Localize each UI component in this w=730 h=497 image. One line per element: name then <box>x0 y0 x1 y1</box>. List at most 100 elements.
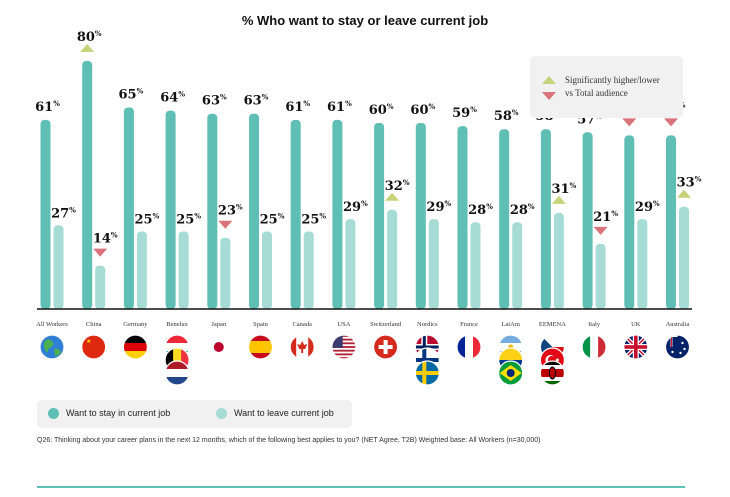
footnote: Q26: Thinking about your career plans in… <box>37 437 541 444</box>
category-label: EEMENA <box>539 321 566 328</box>
bar-stay <box>249 113 259 309</box>
bar-leave <box>595 243 606 309</box>
brazil-flag-icon <box>498 360 524 386</box>
value-label-stay: 80% <box>77 29 102 45</box>
value-label-stay: 63% <box>244 93 269 109</box>
spain-flag-icon <box>247 334 274 360</box>
bar-stay <box>415 123 426 309</box>
bar-leave <box>387 209 398 309</box>
bar-leave <box>553 212 564 309</box>
divider <box>37 486 685 488</box>
globe-icon <box>39 334 65 360</box>
bar-leave <box>53 225 64 309</box>
kenya-flag-icon <box>539 360 566 386</box>
category-label: Canada <box>292 321 312 328</box>
value-label-leave: 14% <box>93 231 118 247</box>
value-label-leave: 32% <box>385 178 410 194</box>
value-label-leave: 29% <box>635 199 660 215</box>
chart-title: % Who want to stay or leave current job <box>241 13 489 28</box>
bar-stay <box>624 135 635 309</box>
significance-down-marker <box>93 248 108 257</box>
significance-text-2: vs Total audience <box>565 88 628 98</box>
significance-up-marker <box>385 192 400 201</box>
category-label: France <box>460 321 478 328</box>
legend-label-leave: Want to leave current job <box>234 408 334 418</box>
bar-stay <box>499 129 510 309</box>
category-label: LatAm <box>501 321 519 328</box>
germany-flag-icon <box>122 334 148 360</box>
australia-flag-icon <box>664 334 691 360</box>
category-label: Japan <box>211 321 227 328</box>
value-label-stay: 65% <box>119 87 144 103</box>
value-label-leave: 25% <box>301 212 326 228</box>
value-label-leave: 25% <box>176 212 201 228</box>
value-label-stay: 58% <box>494 108 519 124</box>
value-label-stay: 60% <box>369 102 394 118</box>
category-label: Nordics <box>417 321 438 328</box>
significance-legend: Significantly higher/lower vs Total audi… <box>530 56 683 118</box>
value-label-stay: 61% <box>35 99 60 115</box>
usa-flag-icon <box>331 334 357 360</box>
category-label: Germany <box>123 321 148 328</box>
bar-stay <box>165 110 176 309</box>
canada-flag-icon <box>289 334 315 360</box>
significance-down-marker <box>664 118 678 127</box>
value-label-leave: 25% <box>135 212 160 228</box>
bar-stay <box>82 61 93 309</box>
china-flag-icon <box>81 334 107 360</box>
value-label-leave: 29% <box>343 199 368 215</box>
value-label-leave: 28% <box>468 202 493 218</box>
netherlands-flag-icon <box>164 360 190 386</box>
uk-flag-icon <box>623 334 649 360</box>
value-label-leave: 33% <box>677 175 702 191</box>
bar-leave <box>95 265 106 309</box>
value-label-leave: 25% <box>260 212 285 228</box>
bar-leave <box>637 219 648 309</box>
france-flag-icon <box>456 334 482 360</box>
bar-leave <box>428 219 439 309</box>
category-label: China <box>86 321 102 328</box>
category-label: Italy <box>588 321 601 328</box>
category-label: Benelux <box>166 321 188 328</box>
significance-triangles-icon <box>542 76 556 100</box>
bar-stay <box>582 132 593 309</box>
bar-stay <box>332 119 343 310</box>
value-label-stay: 64% <box>160 90 185 106</box>
significance-down-marker <box>593 226 608 235</box>
legend: Want to stay in current job Want to leav… <box>37 400 352 428</box>
legend-swatch-stay <box>48 408 59 419</box>
legend-label-stay: Want to stay in current job <box>66 408 171 418</box>
bar-stay <box>374 123 385 309</box>
switzerland-flag-icon <box>373 334 399 360</box>
value-label-stay: 59% <box>452 105 477 121</box>
significance-down-marker <box>622 118 637 127</box>
japan-flag-icon <box>206 334 232 360</box>
significance-up-marker <box>80 44 95 52</box>
category-label: USA <box>337 321 350 328</box>
bar-leave <box>679 206 689 309</box>
bar-leave <box>262 231 272 309</box>
value-label-stay: 63% <box>202 93 227 109</box>
category-label: Spain <box>253 321 269 328</box>
bar-leave <box>178 231 189 309</box>
bar-leave <box>512 222 523 309</box>
bar-leave <box>345 219 356 309</box>
significance-up-marker <box>551 195 566 204</box>
value-label-leave: 23% <box>218 203 243 219</box>
category-label: All Workers <box>36 321 68 328</box>
bar-leave <box>136 231 147 309</box>
bar-leave <box>303 231 314 309</box>
bar-stay <box>207 113 218 309</box>
value-label-leave: 31% <box>552 181 577 197</box>
sweden-flag-icon <box>414 360 440 386</box>
category-label: Australia <box>666 321 690 328</box>
category-label: UK <box>631 321 641 328</box>
significance-down-marker <box>218 220 233 229</box>
value-label-leave: 29% <box>426 199 451 215</box>
bar-stay <box>40 119 51 310</box>
bar-stay <box>123 107 134 309</box>
category-label: Switzerland <box>370 321 402 328</box>
bar-leave <box>470 222 481 309</box>
value-label-leave: 28% <box>510 202 535 218</box>
value-label-leave: 27% <box>51 205 76 221</box>
